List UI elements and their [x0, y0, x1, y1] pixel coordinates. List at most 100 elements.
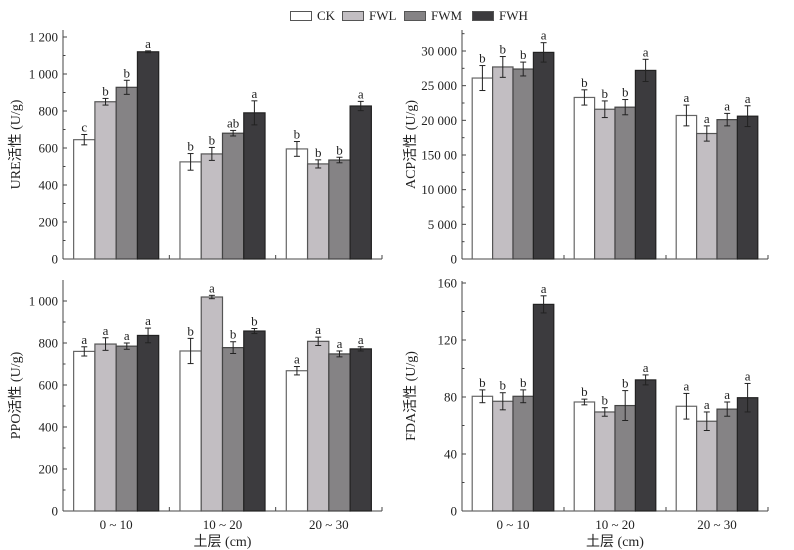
y-tick-label: 0 [52, 252, 59, 267]
legend-swatch [404, 11, 426, 21]
legend-swatch [290, 11, 312, 21]
y-tick-label: 10 000 [421, 182, 457, 197]
significance-letter: b [102, 83, 109, 98]
bar-ck [675, 405, 698, 512]
bar-fwh [136, 334, 160, 512]
bar-fwl [94, 343, 117, 512]
bar-ck [471, 395, 494, 512]
y-tick-label: 5 000 [428, 217, 457, 232]
bar-ck [285, 148, 309, 260]
significance-letter: b [500, 378, 507, 393]
significance-letter: a [704, 397, 710, 412]
significance-letter: a [704, 111, 710, 126]
significance-letter: b [230, 327, 237, 342]
bar-ck [179, 161, 202, 260]
bar-fwl [593, 411, 616, 512]
x-tick-label: 0 ~ 10 [496, 517, 529, 532]
significance-letter: a [358, 86, 364, 101]
significance-letter: a [315, 322, 321, 337]
y-tick-label: 200 [39, 462, 59, 477]
y-tick-label: 800 [39, 336, 59, 351]
bar-fwh [243, 112, 266, 260]
bar-ck [573, 401, 596, 512]
significance-letter: b [209, 132, 216, 147]
y-tick-label: 200 [39, 215, 59, 230]
significance-letter: b [124, 65, 131, 80]
significance-letter: a [643, 360, 649, 375]
significance-letter: b [520, 47, 527, 62]
bar-fwm [328, 159, 351, 260]
chart-acp: 0 5 000 10 000 150 00 20 000 25 000 30 000 ACP活… [403, 28, 769, 267]
bar-ck [179, 350, 202, 512]
y-tick-label: 800 [39, 104, 59, 119]
significance-letter: a [745, 91, 751, 106]
bar-ck [471, 77, 494, 260]
significance-letter: a [337, 336, 343, 351]
significance-letter: a [145, 313, 151, 328]
bar-fwm [716, 408, 738, 512]
bar-fwl [306, 163, 330, 260]
x-axis-label: 土层 (cm) [586, 534, 644, 550]
significance-letter: c [81, 119, 87, 134]
bar-fwm [221, 347, 245, 512]
y-tick-label: 0 [451, 252, 458, 267]
y-axis-label: ACP活性 (U/g) [403, 100, 419, 189]
y-tick-label: 160 [438, 276, 458, 291]
bar-fwl [200, 153, 224, 260]
y-tick-label: 0 [451, 504, 458, 519]
bar-fwm [614, 106, 636, 260]
y-tick-label: 1 000 [29, 294, 58, 309]
significance-letter: b [622, 85, 629, 100]
bar-fwm [614, 404, 636, 512]
bar-fwl [695, 420, 718, 512]
y-tick-label: 20 000 [421, 113, 457, 128]
y-tick-label: 120 [438, 333, 458, 348]
legend: CK FWL FWM FWH [0, 6, 794, 26]
bar-fwl [695, 132, 718, 260]
significance-letter: b [602, 393, 609, 408]
x-tick-label: 10 ~ 20 [203, 517, 243, 532]
y-axis-label: URE活性 (U/g) [8, 99, 24, 189]
y-tick-label: 40 [444, 447, 457, 462]
significance-letter: b [500, 42, 507, 57]
significance-letter: b [187, 323, 194, 338]
bar-fwm [115, 345, 139, 512]
significance-letter: b [479, 375, 486, 390]
significance-letter: a [541, 281, 547, 296]
significance-letter: b [622, 376, 629, 391]
bar-ck [73, 350, 96, 512]
significance-letter: b [251, 314, 258, 329]
legend-label: CK [317, 8, 336, 23]
significance-letter: a [684, 378, 690, 393]
significance-letter: b [581, 75, 588, 90]
significance-letter: b [520, 375, 527, 390]
y-tick-label: 0 [52, 504, 59, 519]
significance-letter: b [315, 145, 322, 160]
bar-fwm [512, 68, 534, 260]
bar-fwh [136, 51, 160, 260]
significance-letter: b [581, 384, 588, 399]
y-axis-label: FDA活性 (U/g) [403, 351, 419, 441]
significance-letter: a [745, 368, 751, 383]
y-tick-label: 30 000 [421, 44, 457, 59]
y-axis-label: PPO活性 (U/g) [8, 351, 24, 439]
x-axis-label: 土层 (cm) [194, 534, 252, 550]
bar-fwl [492, 400, 514, 512]
x-tick-label: 0 ~ 10 [100, 517, 133, 532]
y-tick-label: 80 [444, 390, 457, 405]
significance-letter: a [252, 86, 258, 101]
bar-fwl [492, 66, 514, 260]
significance-letter: a [724, 98, 730, 113]
bar-ck [285, 370, 309, 512]
y-tick-label: 1 000 [29, 67, 58, 82]
bar-ck [573, 96, 596, 260]
bar-ck [675, 114, 698, 260]
legend-swatch [472, 11, 494, 21]
significance-letter: a [294, 352, 300, 367]
significance-letter: b [479, 51, 486, 66]
y-tick-label: 400 [39, 420, 59, 435]
y-tick-label: 1 200 [29, 30, 58, 45]
significance-letter: a [103, 323, 109, 338]
y-tick-label: 150 00 [421, 148, 457, 163]
